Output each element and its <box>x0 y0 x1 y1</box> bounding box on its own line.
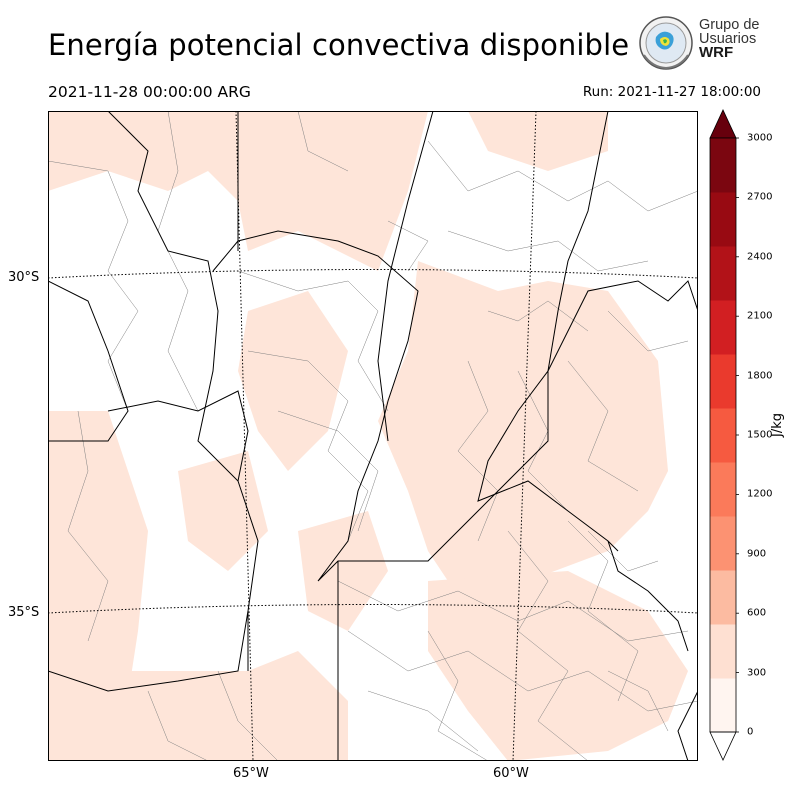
colorbar <box>709 109 739 761</box>
colorbar-segment <box>710 516 736 571</box>
valid-time: 2021-11-28 00:00:00 ARG <box>48 83 251 101</box>
colorbar-segment <box>710 408 736 463</box>
colorbar-tick-label: 3000 <box>747 132 773 144</box>
colorbar-tick-label: 1200 <box>747 488 773 500</box>
colorbar-tick-label: 600 <box>747 607 767 619</box>
page-title: Energía potencial convectiva disponible <box>48 28 630 62</box>
lon-label-65w: 65°W <box>233 766 269 781</box>
colorbar-tick-label: 900 <box>747 548 767 560</box>
colorbar-segment <box>710 246 736 301</box>
globe-logo-icon <box>639 16 693 70</box>
colorbar-segment <box>710 462 736 517</box>
colorbar-segment <box>710 354 736 409</box>
colorbar-extend-low <box>709 731 737 761</box>
colorbar-tick-label: 0 <box>747 726 754 738</box>
colorbar-tick-label: 2400 <box>747 251 773 263</box>
colorbar-extend-high <box>709 109 737 139</box>
lat-label-30s: 30°S <box>8 270 40 285</box>
colorbar-tick-label: 300 <box>747 667 767 679</box>
logo-line1: Grupo de <box>699 17 760 33</box>
colorbar-segment <box>710 192 736 247</box>
logo-line2: Usuarios <box>699 31 757 47</box>
wrf-logo: Grupo de Usuarios WRF <box>638 15 768 75</box>
colorbar-tick-label: 1500 <box>747 429 773 441</box>
colorbar-segment <box>710 678 736 733</box>
cape-shading <box>48 111 688 761</box>
colorbar-segment <box>710 300 736 355</box>
graticule <box>48 111 698 761</box>
department-boundaries <box>48 111 698 761</box>
logo-text: Grupo de Usuarios WRF <box>699 18 759 60</box>
map-frame <box>48 111 698 761</box>
province-boundaries <box>48 111 698 761</box>
lat-label-35s: 35°S <box>8 605 40 620</box>
colorbar-segment <box>710 570 736 625</box>
cape-map <box>48 111 698 761</box>
lon-label-60w: 60°W <box>493 766 529 781</box>
colorbar-tick-label: 1800 <box>747 370 773 382</box>
colorbar-tick-label: 2100 <box>747 310 773 322</box>
colorbar-tick-label: 2700 <box>747 191 773 203</box>
colorbar-segment <box>710 624 736 679</box>
colorbar-segment <box>710 138 736 193</box>
logo-line3: WRF <box>699 44 734 61</box>
colorbar-unit: J/kg <box>770 413 785 437</box>
run-time: Run: 2021-11-27 18:00:00 <box>582 84 761 100</box>
